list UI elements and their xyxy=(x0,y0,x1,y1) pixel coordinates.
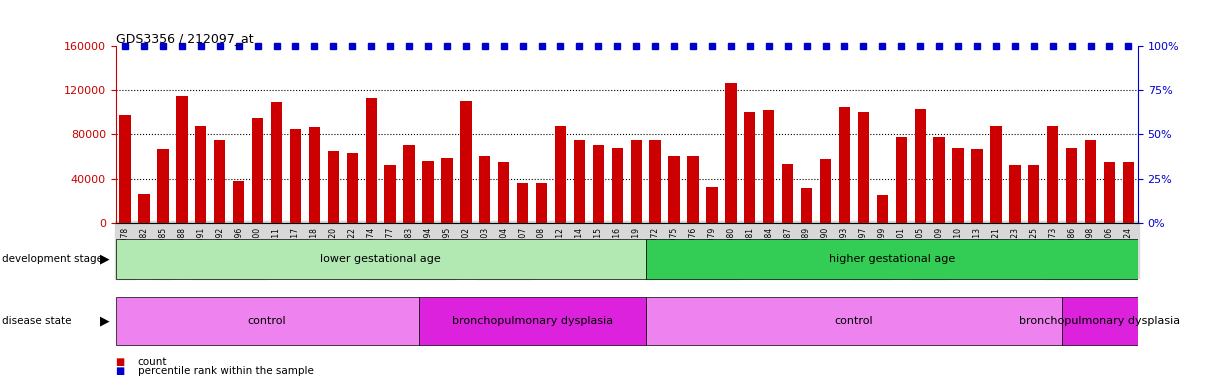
Bar xyxy=(195,126,207,223)
Bar xyxy=(347,153,358,223)
Text: higher gestational age: higher gestational age xyxy=(829,254,955,264)
Bar xyxy=(139,194,150,223)
Bar xyxy=(460,101,471,223)
Bar xyxy=(612,147,623,223)
Bar xyxy=(646,297,1062,344)
Text: control: control xyxy=(248,316,286,326)
Bar xyxy=(535,183,548,223)
Bar xyxy=(116,297,419,344)
Text: count: count xyxy=(138,357,167,367)
Bar xyxy=(157,149,169,223)
Bar xyxy=(744,112,756,223)
Bar xyxy=(214,140,225,223)
Bar xyxy=(365,98,377,223)
Bar xyxy=(763,110,774,223)
Text: ■: ■ xyxy=(116,366,125,376)
Bar xyxy=(442,157,453,223)
Text: ▶: ▶ xyxy=(100,314,110,327)
Text: GDS3356 / 212097_at: GDS3356 / 212097_at xyxy=(116,32,253,45)
Bar xyxy=(858,112,869,223)
Text: control: control xyxy=(835,316,874,326)
Bar xyxy=(479,157,490,223)
Bar xyxy=(876,195,888,223)
Bar xyxy=(1009,165,1021,223)
Bar xyxy=(419,297,646,344)
Bar xyxy=(271,103,282,223)
Text: ▶: ▶ xyxy=(100,253,110,266)
Bar xyxy=(688,157,699,223)
Bar xyxy=(933,137,944,223)
Bar xyxy=(839,107,851,223)
Bar xyxy=(252,118,263,223)
Bar xyxy=(1066,147,1077,223)
Text: lower gestational age: lower gestational age xyxy=(320,254,441,264)
Text: bronchopulmonary dysplasia: bronchopulmonary dysplasia xyxy=(452,316,612,326)
Bar xyxy=(630,140,641,223)
Bar xyxy=(1104,162,1115,223)
Bar xyxy=(991,126,1002,223)
Bar xyxy=(498,162,510,223)
Bar xyxy=(820,159,831,223)
Bar xyxy=(706,187,718,223)
Bar xyxy=(119,114,130,223)
Bar xyxy=(953,147,964,223)
Bar xyxy=(783,164,793,223)
Text: bronchopulmonary dysplasia: bronchopulmonary dysplasia xyxy=(1020,316,1180,326)
Bar xyxy=(232,181,245,223)
Bar xyxy=(573,140,585,223)
Bar xyxy=(650,140,661,223)
Text: disease state: disease state xyxy=(2,316,72,326)
Bar xyxy=(403,146,415,223)
Bar xyxy=(593,146,604,223)
Text: percentile rank within the sample: percentile rank within the sample xyxy=(138,366,314,376)
Bar xyxy=(327,151,340,223)
Bar xyxy=(1028,165,1039,223)
Bar xyxy=(1062,297,1138,344)
Bar xyxy=(1047,126,1059,223)
Bar xyxy=(971,149,982,223)
Text: ■: ■ xyxy=(116,357,125,367)
Bar xyxy=(1084,140,1097,223)
Bar xyxy=(290,129,301,223)
Bar xyxy=(517,183,528,223)
Bar xyxy=(646,239,1138,280)
Bar xyxy=(422,161,433,223)
Text: development stage: development stage xyxy=(2,254,103,264)
Bar xyxy=(555,126,566,223)
Bar xyxy=(116,239,646,280)
Bar xyxy=(385,165,396,223)
Bar xyxy=(896,137,907,223)
Bar xyxy=(914,109,926,223)
Bar xyxy=(309,127,320,223)
Bar xyxy=(725,83,736,223)
Bar xyxy=(1123,162,1134,223)
Bar xyxy=(801,189,812,223)
Bar xyxy=(668,157,680,223)
Bar xyxy=(176,96,187,223)
